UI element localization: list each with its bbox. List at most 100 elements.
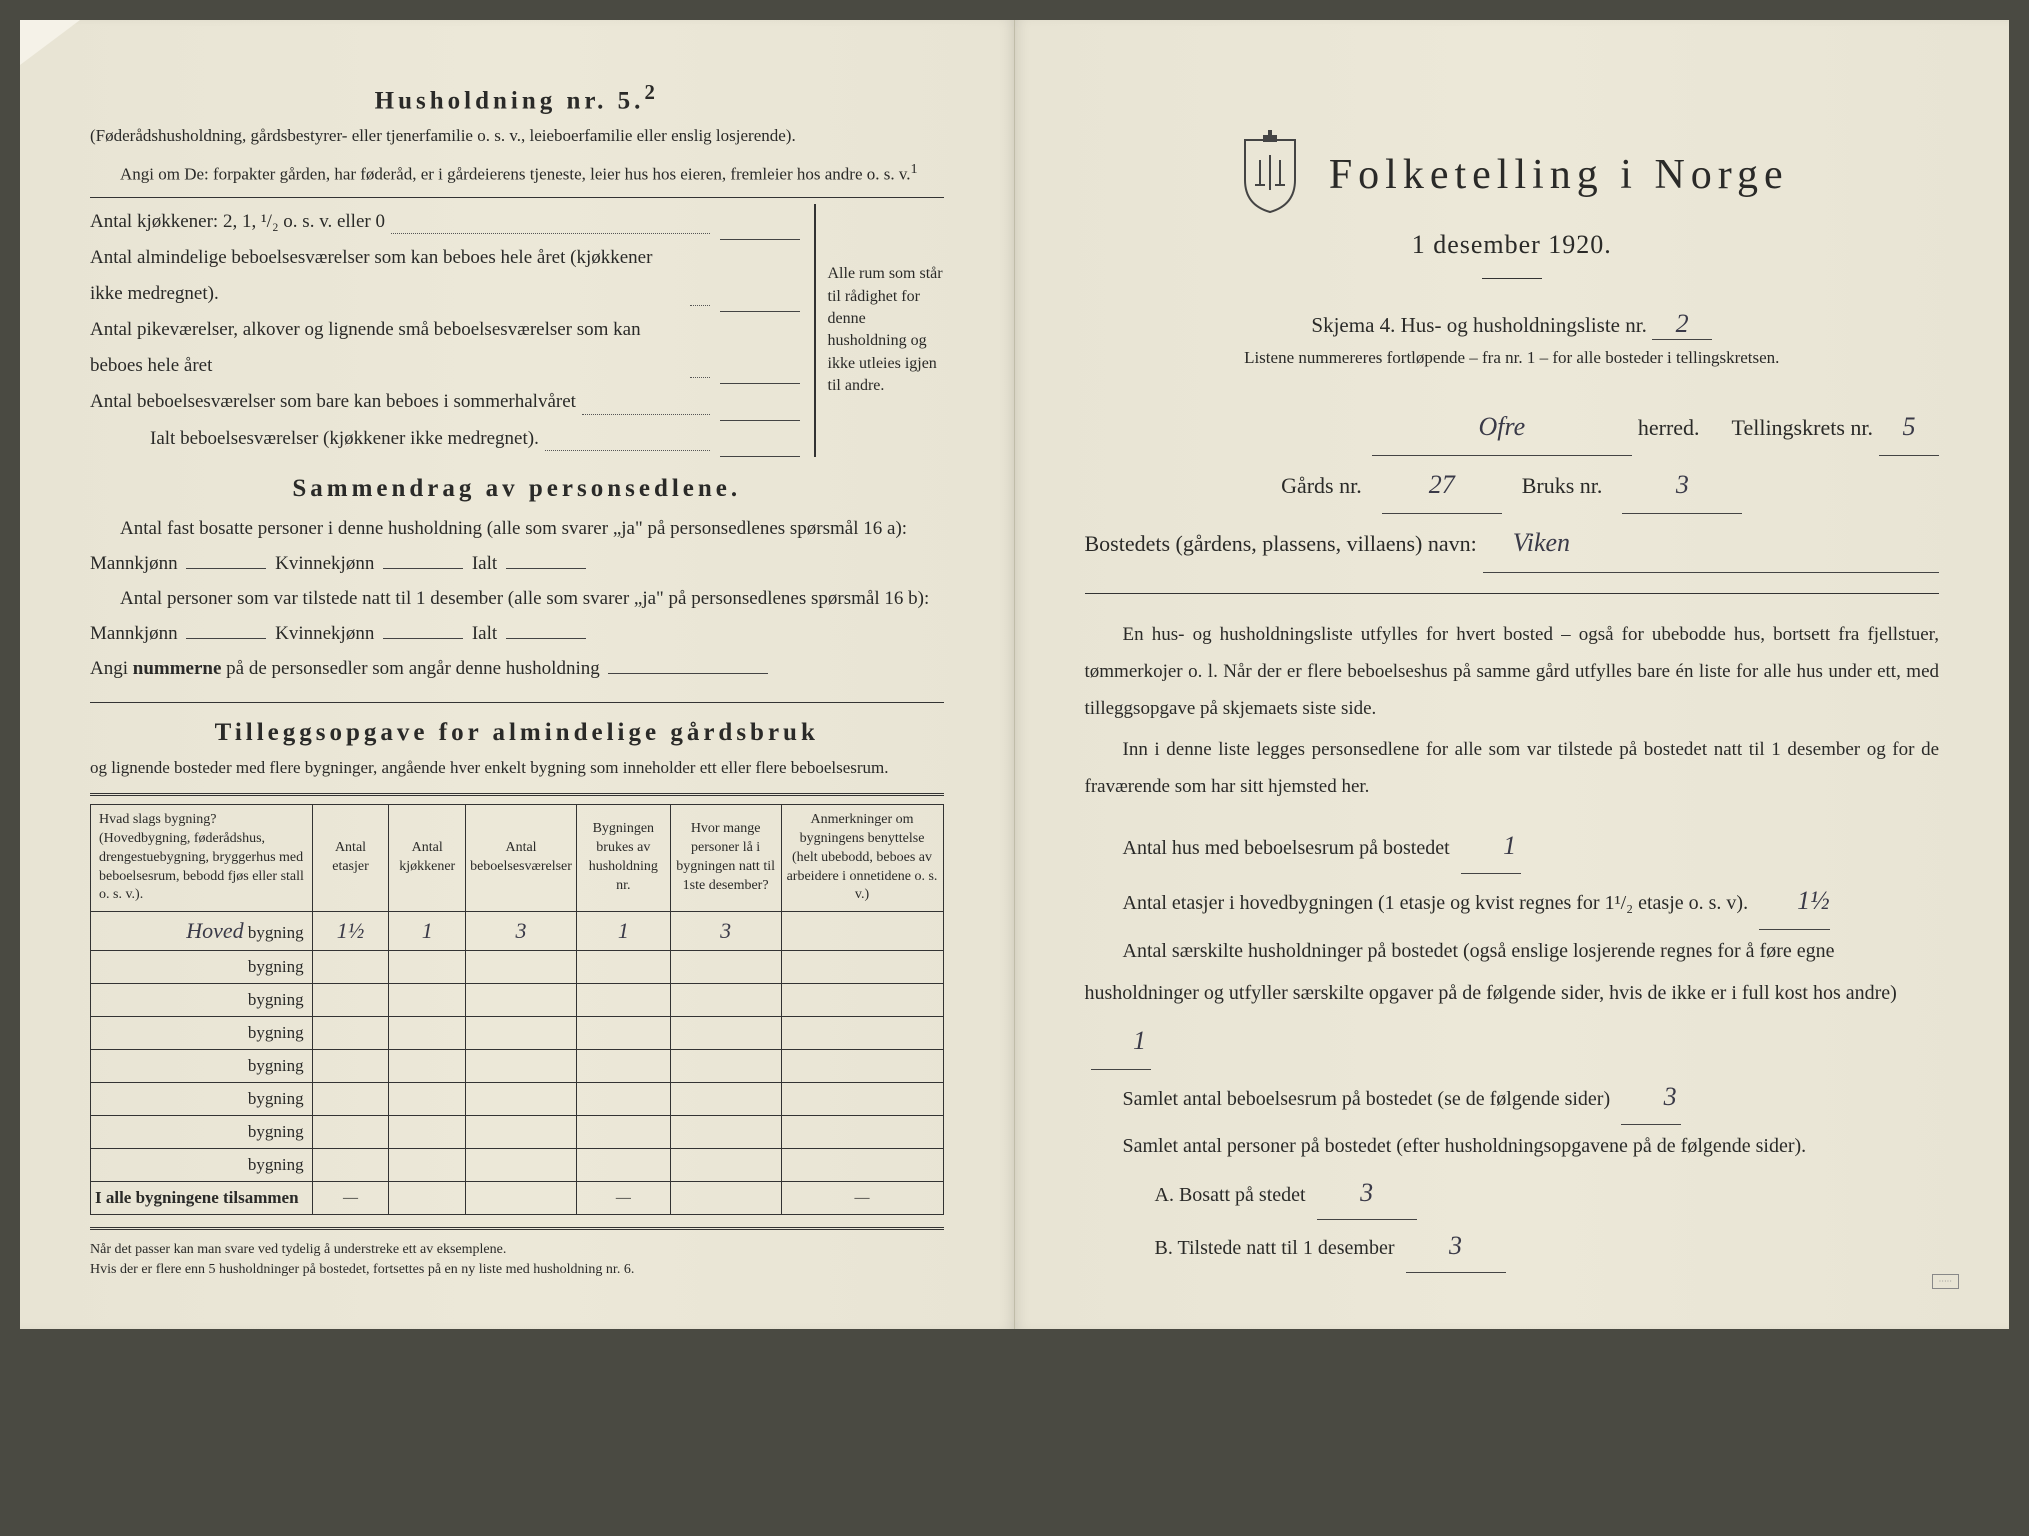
ialt-label: Ialt [472, 623, 497, 644]
cell [466, 1182, 577, 1215]
item-a: A. Bosatt på stedet 3 [1155, 1167, 1940, 1220]
fill-blank [506, 638, 586, 639]
fill-blank [720, 421, 800, 457]
cell-bygning: bygning [91, 1116, 313, 1149]
table-row: Hoved bygning 1½ 1 3 1 3 [91, 912, 944, 951]
q3: Antal særskilte husholdninger på bostede… [1085, 930, 1940, 1070]
fill-blank [720, 240, 800, 312]
title-block: Folketelling i Norge 1 desember 1920. [1085, 130, 1940, 279]
krets-value: 5 [1879, 398, 1939, 456]
cell-bygning: bygning [91, 1017, 313, 1050]
para-2: Inn i denne liste legges personsedlene f… [1085, 731, 1940, 805]
summary-line-2: Antal personer som var tilstede natt til… [90, 581, 944, 651]
row-bosted: Bostedets (gårdens, plassens, villaens) … [1085, 514, 1940, 572]
divider [90, 197, 944, 198]
census-date: 1 desember 1920. [1085, 230, 1940, 260]
summary-l2-text: Antal personer som var tilstede natt til… [90, 588, 929, 644]
cell-bygning: bygning [91, 1083, 313, 1116]
cell: 3 [466, 912, 577, 951]
divider [1085, 593, 1940, 594]
printer-stamp: ····· [1932, 1274, 1959, 1289]
row-gards-bruks: Gårds nr. 27 Bruks nr. 3 [1085, 456, 1940, 514]
fill-dots [690, 312, 710, 378]
qB-label: B. Tilstede natt til 1 desember [1155, 1237, 1395, 1259]
cell-bygning: bygning [91, 1050, 313, 1083]
footnote: Når det passer kan man svare ved tydelig… [90, 1240, 944, 1279]
bosted-label: Bostedets (gårdens, plassens, villaens) … [1085, 520, 1477, 568]
q1-value: 1 [1461, 819, 1521, 875]
title-rule [1482, 278, 1542, 279]
qB-value: 3 [1406, 1220, 1506, 1273]
cell-bygning: bygning [91, 984, 313, 1017]
hw-val: 1 [422, 918, 433, 943]
q5: Samlet antal personer på bostedet (efter… [1085, 1125, 1940, 1167]
table-row: bygning [91, 984, 944, 1017]
field-rooms-total: Ialt beboelsesværelser (kjøkkener ikke m… [90, 421, 804, 457]
rooms-maid-label: Antal pikeværelser, alkover og lignende … [90, 312, 684, 384]
fill-dots [391, 204, 710, 234]
cell-bygning: bygning [91, 951, 313, 984]
th-bygning: Hvad slags bygning? (Hovedbygning, føder… [91, 804, 313, 911]
household-title-text: Husholdning nr. 5. [375, 87, 645, 114]
table-row: bygning [91, 1083, 944, 1116]
rooms-total-label: Ialt beboelsesværelser (kjøkkener ikke m… [150, 421, 539, 457]
summary-l1-text: Antal fast bosatte personer i denne hush… [90, 518, 907, 574]
page-dogear [20, 20, 80, 65]
gards-value: 27 [1382, 456, 1502, 514]
table-body: Hoved bygning 1½ 1 3 1 3 bygning bygning… [91, 912, 944, 1215]
th-etasjer: Antal etasjer [312, 804, 389, 911]
cell [781, 912, 943, 951]
cell: 3 [670, 912, 781, 951]
summary-title: Sammendrag av personsedlene. [90, 475, 944, 503]
household-note: (Føderådshusholdning, gårdsbestyrer- ell… [90, 123, 944, 149]
fill-dots [690, 240, 710, 306]
hw-hoved: Hoved [186, 918, 243, 943]
q2-value: 1½ [1759, 874, 1830, 930]
bosted-value: Viken [1483, 514, 1939, 572]
fill-dots [582, 384, 710, 414]
gards-label: Gårds nr. [1281, 462, 1362, 510]
hw-val: 3 [720, 918, 731, 943]
herred-value: Ofre [1372, 398, 1632, 456]
table-row: bygning [91, 951, 944, 984]
angi-sup: 1 [911, 161, 918, 177]
brace-note: Alle rum som står til rådighet for denne… [814, 204, 944, 457]
table-row: bygning [91, 1149, 944, 1182]
cell: 1½ [312, 912, 389, 951]
household-title-sup: 2 [644, 80, 658, 104]
cell: — [576, 1182, 670, 1215]
kvinne-label: Kvinnekjønn [275, 553, 374, 574]
qA-label: A. Bosatt på stedet [1155, 1184, 1306, 1206]
q1: Antal hus med beboelsesrum på bostedet 1 [1085, 819, 1940, 875]
right-page: Folketelling i Norge 1 desember 1920. Sk… [1015, 20, 2010, 1329]
fill-blank [383, 638, 463, 639]
q3-value: 1 [1091, 1014, 1151, 1070]
cell [670, 1182, 781, 1215]
fill-blank [720, 204, 800, 240]
tillegg-title: Tilleggsopgave for almindelige gårdsbruk [90, 719, 944, 747]
cell: 1 [389, 912, 466, 951]
fill-blank [186, 638, 266, 639]
th-vaerelser: Antal beboelsesværelser [466, 804, 577, 911]
document-spread: Husholdning nr. 5.2 (Føderådshusholdning… [20, 20, 2009, 1329]
main-title: Folketelling i Norge [1329, 151, 1789, 199]
q3-label: Antal særskilte husholdninger på bostede… [1085, 940, 1897, 1004]
cell-bygning: Hoved bygning [91, 912, 313, 951]
rooms-summer-label: Antal beboelsesværelser som bare kan beb… [90, 384, 576, 420]
row-herred: Ofre herred. Tellingskrets nr. 5 [1085, 398, 1940, 456]
fill-blank [608, 673, 768, 674]
hw-val: 3 [516, 918, 527, 943]
schema-label: Skjema 4. Hus- og husholdningsliste nr. [1311, 313, 1646, 337]
summary-line-3: Angi nummerne på de personsedler som ang… [90, 651, 944, 686]
th-kjokken: Antal kjøkkener [389, 804, 466, 911]
rooms-year-label: Antal almindelige beboelsesværelser som … [90, 240, 684, 312]
fill-blank [720, 312, 800, 384]
schema-value: 2 [1652, 309, 1712, 340]
table-head: Hvad slags bygning? (Hovedbygning, føder… [91, 804, 944, 911]
table-row: bygning [91, 1116, 944, 1149]
para-1: En hus- og husholdningsliste utfylles fo… [1085, 616, 1940, 727]
q4-value: 3 [1621, 1070, 1681, 1126]
angi-om-de: Angi om De: forpakter gården, har føderå… [90, 159, 944, 187]
field-kitchens: Antal kjøkkener: 2, 1, ¹/₂ o. s. v. elle… [90, 204, 804, 240]
hw-val: 1 [618, 918, 629, 943]
